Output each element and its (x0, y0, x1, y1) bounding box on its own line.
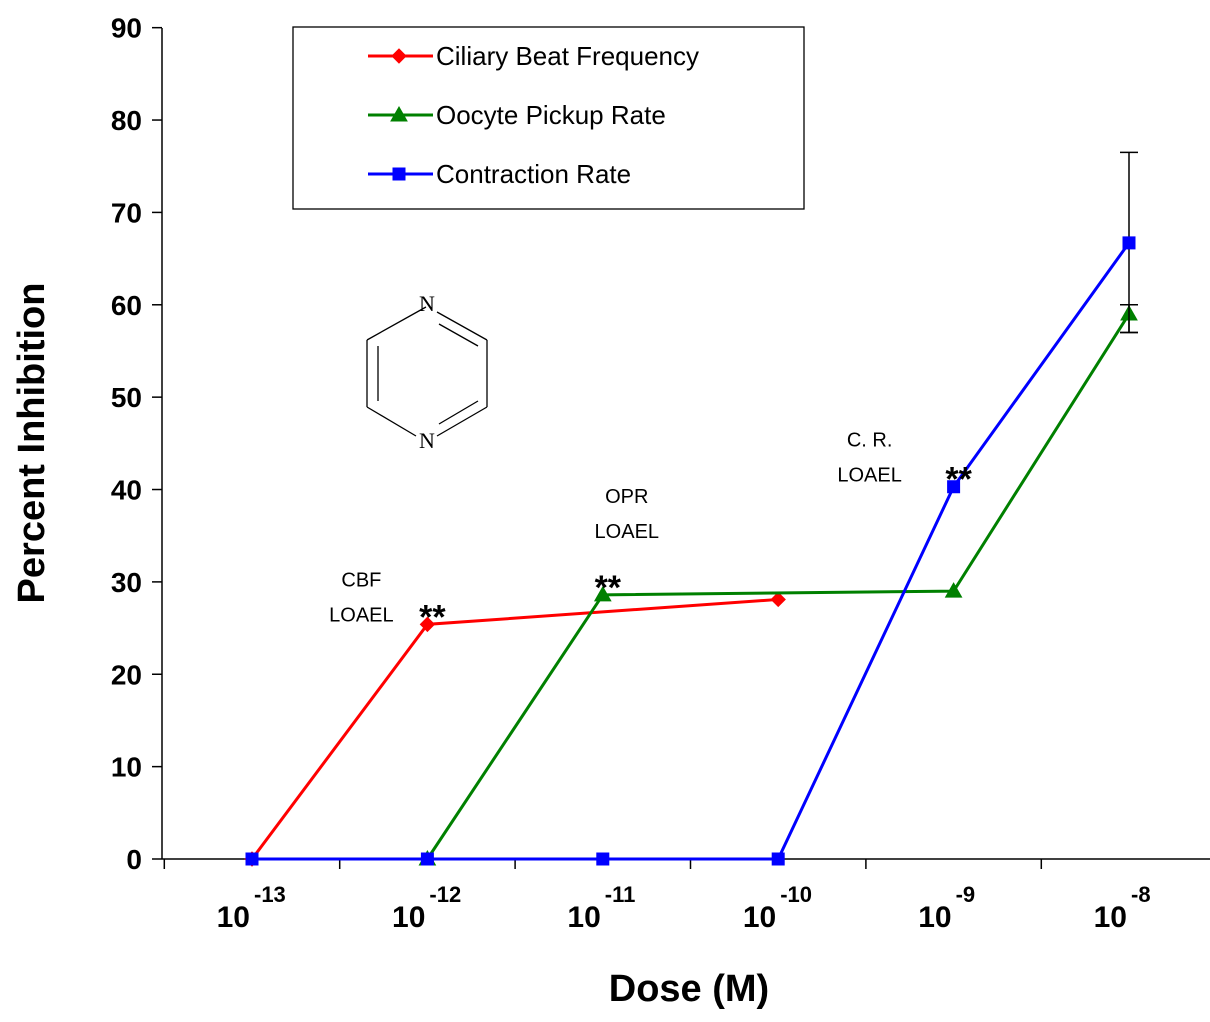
y-axis-label: Percent Inhibition (11, 283, 53, 604)
legend-label: Contraction Rate (436, 159, 631, 189)
data-point (593, 585, 612, 602)
x-tick-label: 10 (743, 901, 776, 934)
legend: Ciliary Beat Frequency Oocyte Pickup Rate… (292, 26, 805, 210)
loael-label: OPR (605, 486, 648, 508)
y-tick-label: 80 (111, 105, 142, 136)
data-point (771, 852, 785, 866)
series-oocyte-pickup-rate (418, 304, 1138, 866)
legend-swatch-marker (390, 105, 408, 122)
x-tick-exponent: -11 (605, 882, 636, 907)
y-tick-label: 90 (111, 13, 142, 44)
data-point (770, 591, 786, 608)
pyrazine-structure-icon: N N (366, 291, 488, 453)
data-point (245, 852, 259, 866)
y-tick-label: 0 (126, 844, 142, 875)
loael-label: LOAEL (837, 465, 901, 487)
significance-stars: ** (945, 461, 972, 499)
significance-stars: ** (595, 569, 622, 607)
x-tick-label: 10 (1094, 901, 1127, 934)
x-tick-exponent: -12 (429, 882, 461, 907)
data-point (419, 616, 436, 633)
series-line (426, 313, 1131, 860)
series-line (252, 242, 1131, 861)
loael-label: CBF (341, 569, 381, 591)
y-tick-label: 50 (111, 382, 142, 413)
y-tick-label: 70 (111, 197, 142, 228)
loael-label: LOAEL (329, 604, 393, 626)
loael-label: LOAEL (595, 521, 659, 543)
x-tick-label: 10 (918, 901, 951, 934)
x-tick-exponent: -13 (254, 882, 286, 907)
y-tick-label: 20 (111, 659, 142, 690)
significance-stars: ** (419, 598, 446, 636)
molecule-atom-top: N (419, 291, 435, 316)
series-layer (244, 151, 1138, 867)
legend-label: Ciliary Beat Frequency (436, 41, 699, 71)
x-tick-exponent: -8 (1131, 882, 1151, 907)
y-tick-label: 60 (111, 290, 142, 321)
annotation-layer: CBF LOAEL ** OPR LOAEL ** C. R. LOAEL ** (329, 430, 972, 637)
x-tick-label: 10 (392, 901, 425, 934)
loael-label: C. R. (847, 430, 893, 452)
y-tick-label: 30 (111, 567, 142, 598)
data-point (420, 852, 434, 866)
data-point (944, 582, 963, 598)
y-tick-label: 10 (111, 752, 142, 783)
legend-label: Oocyte Pickup Rate (436, 100, 666, 130)
legend-swatch-marker (392, 167, 406, 181)
y-ticks: 0 10 20 30 40 50 60 70 80 90 (111, 13, 162, 875)
data-point (1122, 236, 1136, 250)
x-tick-exponent: -10 (780, 882, 812, 907)
data-point (947, 480, 961, 494)
x-tick-exponent: -9 (956, 882, 976, 907)
x-tick-label: 10 (217, 901, 250, 934)
x-tick-label: 10 (567, 901, 600, 934)
molecule-atom-bottom: N (419, 428, 435, 453)
legend-swatch-marker (391, 48, 407, 64)
y-tick-label: 40 (111, 475, 142, 506)
x-axis-label: Dose (M) (609, 968, 769, 1010)
data-point (596, 852, 610, 866)
series-contraction-rate (245, 151, 1138, 866)
